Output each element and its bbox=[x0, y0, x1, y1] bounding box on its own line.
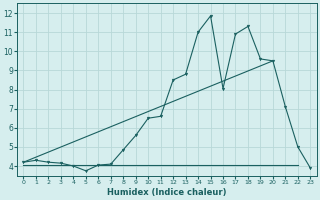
X-axis label: Humidex (Indice chaleur): Humidex (Indice chaleur) bbox=[107, 188, 227, 197]
